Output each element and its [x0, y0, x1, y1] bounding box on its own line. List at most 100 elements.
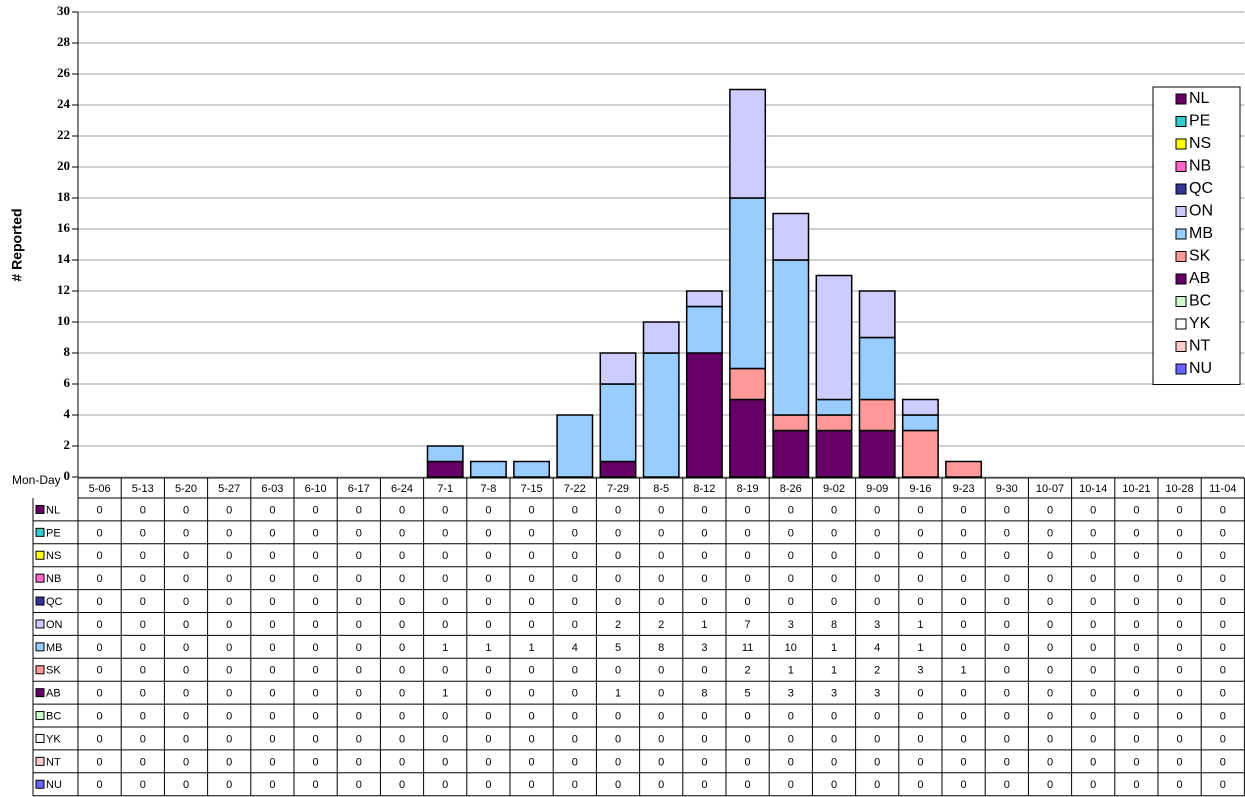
row-label: SK — [46, 665, 61, 677]
table-cell: 3 — [788, 688, 794, 700]
table-cell: 0 — [788, 710, 794, 722]
table-cell: 1 — [831, 642, 837, 654]
table-cell: 0 — [658, 733, 664, 745]
legend-label: NU — [1189, 360, 1212, 377]
table-cell: 0 — [269, 642, 275, 654]
y-tick-label: 4 — [64, 406, 71, 421]
table-cell: 0 — [485, 756, 491, 768]
table-cell: 0 — [701, 573, 707, 585]
table-cell: 0 — [485, 527, 491, 539]
table-cell: 0 — [1133, 527, 1139, 539]
bar-segment — [685, 305, 723, 354]
table-cell: 0 — [961, 527, 967, 539]
table-cell: 0 — [788, 779, 794, 791]
table-cell: 0 — [961, 779, 967, 791]
table-cell: 0 — [269, 504, 275, 516]
legend-label: ON — [1189, 203, 1213, 220]
table-cell: 0 — [313, 527, 319, 539]
table-cell: 0 — [442, 779, 448, 791]
table-cell: 0 — [1177, 504, 1183, 516]
table-cell: 0 — [1090, 619, 1096, 631]
y-tick-label: 16 — [57, 220, 71, 235]
legend-swatch — [1175, 116, 1187, 127]
row-label: NU — [46, 779, 62, 791]
table-cell: 0 — [442, 733, 448, 745]
table-cell: 0 — [615, 527, 621, 539]
table-cell: 0 — [1220, 550, 1226, 562]
table-cell: 0 — [1047, 665, 1053, 677]
row-label: NT — [46, 756, 61, 768]
table-cell: 0 — [1090, 527, 1096, 539]
x-axis-label: Mon-Day — [12, 473, 61, 487]
table-cell: 0 — [1004, 779, 1010, 791]
table-cell: 0 — [140, 527, 146, 539]
table-cell: 0 — [572, 550, 578, 562]
table-cell: 0 — [961, 733, 967, 745]
table-cell: 0 — [183, 596, 189, 608]
table-cell: 0 — [1090, 504, 1096, 516]
table-cell: 3 — [917, 665, 923, 677]
bar-segment — [815, 429, 853, 478]
bar-segment — [815, 398, 853, 416]
bar-segment — [513, 460, 551, 478]
table-cell: 0 — [97, 779, 103, 791]
table-cell: 0 — [399, 642, 405, 654]
table-cell: 0 — [745, 710, 751, 722]
table-cell: 0 — [1177, 550, 1183, 562]
table-cell: 0 — [874, 527, 880, 539]
table-cell: 0 — [140, 779, 146, 791]
table-cell: 0 — [399, 665, 405, 677]
table-cell: 0 — [874, 573, 880, 585]
table-cell: 0 — [788, 733, 794, 745]
table-cell: 0 — [442, 710, 448, 722]
bar-segment — [729, 88, 767, 199]
table-cell: 0 — [313, 710, 319, 722]
table-cell: 0 — [140, 550, 146, 562]
table-cell: 0 — [226, 665, 232, 677]
table-cell: 0 — [140, 688, 146, 700]
legend-swatch — [1175, 341, 1187, 352]
table-cell: 2 — [874, 665, 880, 677]
table-cell: 0 — [269, 733, 275, 745]
table-cell: 0 — [442, 596, 448, 608]
table-cell: 0 — [226, 596, 232, 608]
table-cell: 0 — [874, 550, 880, 562]
legend-swatch — [1175, 363, 1187, 375]
table-cell: 0 — [615, 756, 621, 768]
table-cell: 0 — [831, 733, 837, 745]
table-cell: 0 — [183, 779, 189, 791]
table-cell: 1 — [917, 619, 923, 631]
table-cell: 0 — [831, 527, 837, 539]
table-cell: 0 — [1133, 573, 1139, 585]
bar-segment — [426, 445, 464, 463]
table-cell: 0 — [961, 688, 967, 700]
row-label: YK — [46, 733, 61, 745]
table-cell: 0 — [961, 710, 967, 722]
x-tick-label: 9-09 — [866, 483, 888, 495]
table-cell: 0 — [356, 527, 362, 539]
table-cell: 5 — [745, 688, 751, 700]
bar-segment — [772, 414, 810, 432]
table-cell: 0 — [226, 688, 232, 700]
table-cell: 0 — [529, 688, 535, 700]
table-cell: 0 — [917, 779, 923, 791]
table-cell: 0 — [183, 733, 189, 745]
x-tick-label: 5-27 — [218, 483, 240, 495]
table-cell: 0 — [313, 596, 319, 608]
table-cell: 0 — [615, 665, 621, 677]
table-cell: 0 — [1004, 527, 1010, 539]
table-cell: 0 — [917, 573, 923, 585]
table-cell: 0 — [226, 527, 232, 539]
table-cell: 0 — [485, 688, 491, 700]
table-cell: 0 — [226, 642, 232, 654]
table-cell: 0 — [269, 665, 275, 677]
table-cell: 0 — [356, 596, 362, 608]
table-cell: 1 — [485, 642, 491, 654]
table-cell: 0 — [917, 733, 923, 745]
table-cell: 1 — [529, 642, 535, 654]
table-cell: 0 — [1133, 619, 1139, 631]
table-cell: 0 — [226, 619, 232, 631]
table-cell: 0 — [701, 665, 707, 677]
row-label: NS — [46, 550, 61, 562]
table-cell: 0 — [572, 710, 578, 722]
